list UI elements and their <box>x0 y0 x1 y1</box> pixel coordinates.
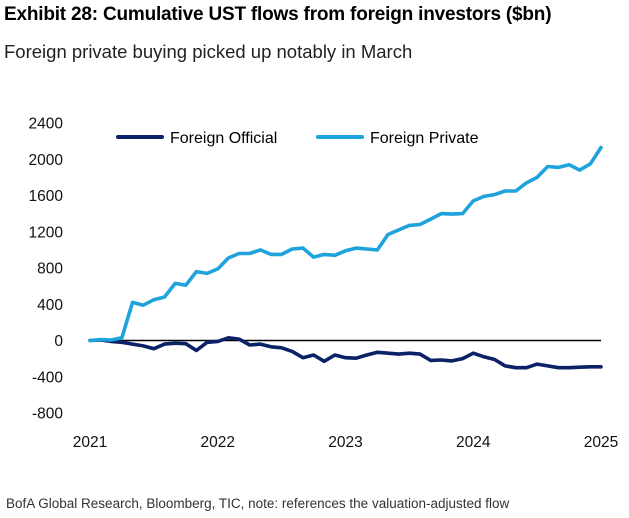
chart-subtitle: Foreign private buying picked up notably… <box>4 41 413 62</box>
x-tick-label: 2023 <box>328 434 362 451</box>
series-line-foreign-official <box>88 335 603 370</box>
series-lines <box>88 145 603 370</box>
source-note: BofA Global Research, Bloomberg, TIC, no… <box>6 496 510 511</box>
y-tick-label: -400 <box>32 369 63 386</box>
y-tick-label: 800 <box>37 261 63 278</box>
y-tick-label: 1600 <box>29 188 64 205</box>
x-tick-label: 2021 <box>73 434 107 451</box>
y-axis-ticks: -800 -400 0 400 800 1200 1600 2000 2400 <box>29 116 64 423</box>
x-tick-label: 2022 <box>201 434 235 451</box>
y-tick-label: 1200 <box>29 224 64 241</box>
x-axis-ticks: 2021 2022 2023 2024 2025 <box>73 434 618 451</box>
y-tick-label: 400 <box>37 297 63 314</box>
y-tick-label: 2400 <box>29 116 64 133</box>
y-tick-label: 0 <box>54 333 63 350</box>
series-line-foreign-private <box>88 145 603 343</box>
y-tick-label: 2000 <box>29 152 64 169</box>
legend-label: Foreign Private <box>370 130 479 147</box>
x-tick-label: 2024 <box>456 434 491 451</box>
chart-title: Exhibit 28: Cumulative UST flows from fo… <box>4 4 552 25</box>
y-tick-label: -800 <box>32 406 63 423</box>
legend-label: Foreign Official <box>170 130 277 147</box>
legend: Foreign Official Foreign Private <box>116 130 479 147</box>
x-tick-label: 2025 <box>584 434 618 451</box>
